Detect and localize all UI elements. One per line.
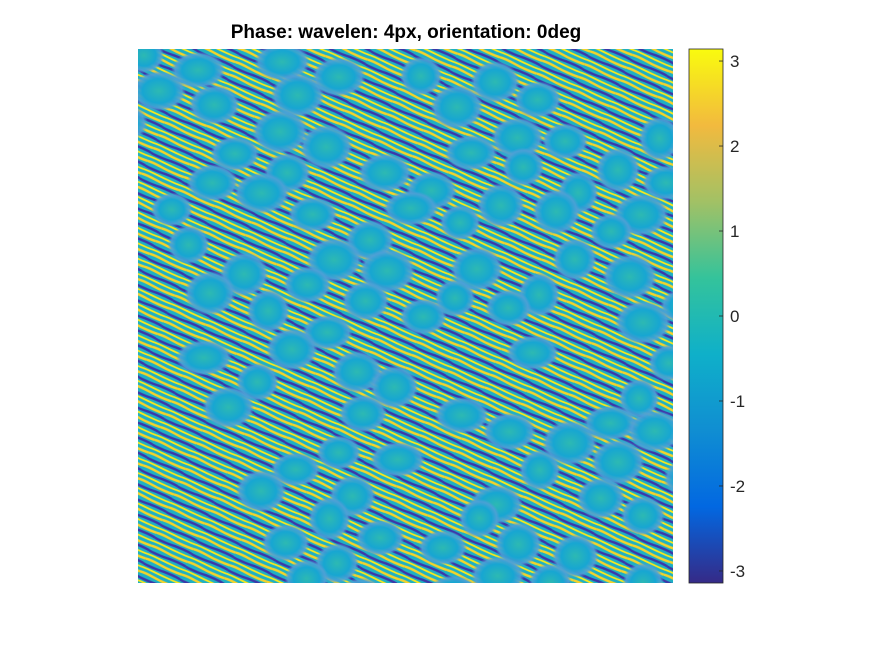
phase-blob — [359, 248, 416, 294]
phase-blob — [167, 225, 210, 265]
colorbar-tick-label: 1 — [730, 222, 739, 241]
phase-blob — [434, 396, 489, 434]
phase-blob — [620, 495, 665, 536]
phase-heatmap — [86, 49, 717, 628]
phase-blob — [271, 73, 325, 118]
phase-blob — [430, 84, 483, 130]
phase-blob — [254, 49, 310, 81]
phase-blob — [602, 254, 657, 300]
phase-blob — [184, 271, 236, 316]
phase-blob — [471, 556, 525, 583]
phase-blob — [399, 298, 447, 336]
phase-blob — [591, 439, 645, 485]
phase-blob — [594, 581, 611, 583]
phase-blob — [663, 462, 673, 495]
phase-blob — [288, 196, 338, 233]
phase-blob — [506, 335, 559, 371]
phase-blob — [339, 394, 387, 433]
phase-blob — [383, 190, 438, 226]
phase-blob — [331, 350, 383, 394]
phase-blob — [627, 410, 673, 453]
phase-blob — [662, 583, 717, 625]
phase-blob — [672, 516, 673, 526]
colorbar-tick-label: -2 — [730, 477, 745, 496]
phase-blob — [583, 405, 638, 441]
phase-blob — [439, 204, 481, 241]
phase-blob — [494, 521, 542, 567]
phase-blob — [252, 109, 308, 155]
phase-blob — [589, 213, 633, 250]
phase-blob — [595, 147, 641, 193]
phase-blob — [542, 420, 598, 466]
colorbar-tick-label: 0 — [730, 307, 739, 326]
phase-blob — [210, 136, 260, 172]
colorbar: 3 2 1 0 -1 -2 -3 — [688, 48, 745, 584]
phase-blob — [261, 524, 310, 562]
phase-blob — [189, 84, 240, 125]
phase-blob — [552, 238, 597, 281]
phase-blob — [552, 534, 599, 578]
phase-blob — [171, 51, 226, 89]
phase-blob — [418, 530, 468, 566]
phase-blob — [186, 164, 239, 202]
phase-blob — [86, 167, 135, 204]
phase-blob — [138, 106, 148, 139]
phase-blob — [342, 281, 390, 321]
phase-blob — [648, 344, 673, 382]
phase-blob — [202, 386, 255, 429]
phase-blob — [514, 81, 562, 119]
phase-blob — [138, 70, 186, 112]
phase-blob — [138, 49, 165, 74]
phase-blob — [491, 117, 544, 159]
colorbar-tick-label: -1 — [730, 392, 745, 411]
phase-blob — [300, 124, 353, 170]
phase-blob — [444, 134, 498, 171]
phase-blob — [400, 56, 442, 96]
colorbar-tick-label: 2 — [730, 137, 739, 156]
phase-blob — [266, 328, 318, 371]
phase-blob — [236, 362, 279, 402]
phase-blob — [532, 188, 581, 235]
phase-blob — [502, 147, 544, 187]
phase-blob — [151, 192, 193, 227]
phase-blob — [246, 289, 290, 333]
phase-blob — [344, 577, 380, 583]
phase-blob — [477, 589, 532, 628]
phase-blob — [576, 477, 625, 520]
phase-blob — [308, 496, 351, 541]
phase-blob — [450, 246, 503, 292]
phase-blob — [483, 412, 536, 451]
phase-blob — [283, 266, 332, 304]
phase-blob — [519, 449, 561, 491]
colorbar-tick-label: -3 — [730, 562, 745, 581]
phase-blob — [432, 575, 474, 583]
phase-blob — [618, 378, 660, 419]
phase-blob — [236, 469, 287, 513]
phase-blob — [234, 172, 290, 214]
phase-blob — [358, 153, 412, 193]
colorbar-tick-label: 3 — [730, 52, 739, 71]
phase-blob — [370, 365, 419, 409]
phase-blob — [176, 340, 232, 376]
phase-blob — [470, 61, 520, 103]
phase-blob — [485, 289, 532, 327]
phase-blob — [434, 279, 476, 317]
phase-blob — [284, 559, 329, 583]
phase-blob — [370, 441, 426, 478]
phase-blob — [638, 116, 673, 162]
phase-blob — [355, 519, 405, 556]
phase-blob — [477, 183, 525, 228]
phase-blob — [642, 165, 673, 201]
phase-blob — [622, 562, 665, 583]
phase-blob — [458, 498, 500, 538]
phase-blob — [270, 452, 321, 487]
phase-blob — [542, 123, 588, 160]
phase-blob — [312, 57, 366, 97]
phase-blob — [316, 435, 361, 470]
phase-blob — [615, 300, 671, 345]
chart-title: Phase: wavelen: 4px, orientation: 0deg — [231, 22, 582, 43]
phase-blob — [529, 563, 572, 583]
